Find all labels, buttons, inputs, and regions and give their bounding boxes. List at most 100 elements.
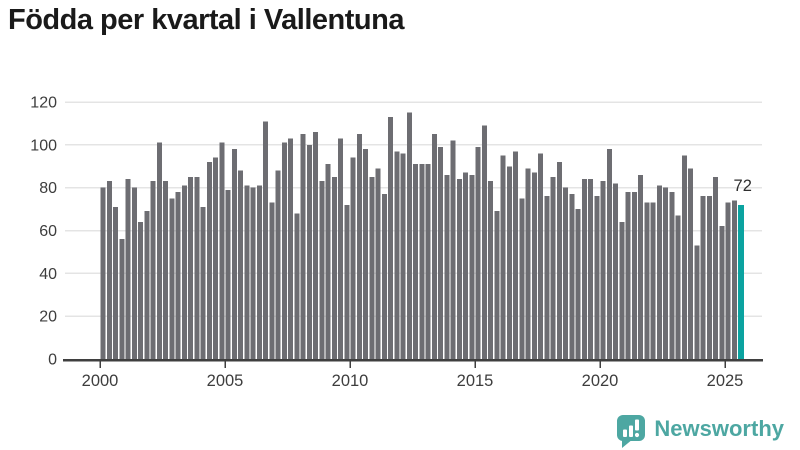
bar (206, 161, 212, 359)
bar (263, 121, 269, 359)
bar (163, 181, 169, 359)
bar (606, 149, 612, 359)
bar (700, 196, 706, 359)
bar (419, 164, 425, 359)
bar (200, 206, 206, 359)
bar (156, 142, 162, 359)
bar (113, 206, 119, 359)
bar (369, 176, 375, 359)
bar (356, 134, 362, 360)
bar (556, 161, 562, 359)
bar (500, 155, 506, 359)
bar (719, 226, 725, 359)
bar (694, 245, 700, 359)
bar (388, 116, 394, 360)
bar (531, 172, 537, 359)
y-tick-label: 0 (48, 352, 57, 369)
newsworthy-bubble-icon (617, 415, 646, 448)
bar (656, 185, 662, 359)
bar (456, 179, 462, 359)
y-tick-label: 100 (30, 137, 57, 154)
x-tick-label: 2000 (82, 372, 119, 390)
bar (581, 179, 587, 359)
y-tick-label: 20 (39, 309, 57, 326)
bar (650, 202, 656, 359)
bar (306, 144, 312, 359)
bar (175, 191, 181, 359)
bar (550, 176, 556, 359)
bar (194, 176, 200, 359)
x-axis: 2000 2005 2010 2015 2020 2025 (63, 358, 763, 390)
highlight-value-label: 72 (734, 177, 752, 195)
bar (469, 174, 475, 359)
bar (569, 194, 575, 359)
bar (213, 157, 219, 359)
bar (513, 151, 519, 359)
bar (138, 221, 144, 359)
bar (250, 187, 256, 359)
bar (450, 140, 456, 359)
bar-highlight (738, 204, 744, 359)
bar (406, 112, 412, 360)
bar (256, 185, 262, 359)
bar (663, 187, 669, 359)
bar (488, 181, 494, 359)
bar (188, 176, 194, 359)
bar (494, 211, 500, 359)
bar (538, 153, 544, 359)
bar (413, 164, 419, 359)
bar (244, 185, 250, 359)
bar (475, 146, 481, 359)
bar (269, 202, 275, 359)
bar (238, 170, 244, 359)
bar (144, 211, 150, 359)
bar (644, 202, 650, 359)
y-tick-label: 80 (39, 180, 57, 197)
bar (313, 131, 319, 359)
bar (625, 191, 631, 359)
bar (725, 202, 731, 359)
x-tick-label: 2015 (457, 372, 494, 390)
bar (375, 168, 381, 359)
bar (131, 187, 137, 359)
bar (619, 221, 625, 359)
bar (425, 164, 431, 359)
bar (519, 198, 525, 360)
bar (444, 174, 450, 359)
bar (588, 179, 594, 359)
bar (400, 153, 406, 359)
bar (169, 198, 175, 360)
bar (350, 157, 356, 359)
bar (281, 142, 287, 359)
bar (344, 204, 350, 359)
bar (613, 183, 619, 359)
bar (225, 189, 231, 359)
bar (688, 168, 694, 359)
bar (331, 176, 337, 359)
bar (119, 239, 125, 359)
x-tick-label: 2025 (707, 372, 744, 390)
bar (381, 194, 387, 359)
bar (713, 176, 719, 359)
newsworthy-brand-text: Newsworthy (654, 416, 784, 441)
x-tick-label: 2020 (582, 372, 619, 390)
bar (525, 168, 531, 359)
bar (600, 181, 606, 359)
bar (506, 166, 512, 359)
bars (100, 112, 744, 360)
y-tick-label: 40 (39, 266, 57, 283)
bar (275, 170, 281, 359)
bar (363, 149, 369, 359)
bar (231, 149, 237, 359)
x-tick-label: 2010 (332, 372, 369, 390)
chart-title: Födda per kvartal i Vallentuna (8, 4, 404, 36)
bar (681, 155, 687, 359)
bar (438, 146, 444, 359)
bar (100, 187, 106, 359)
bar (150, 181, 156, 359)
bar (638, 174, 644, 359)
bar (594, 196, 600, 359)
bar (731, 200, 737, 359)
y-tick-label: 60 (39, 223, 57, 240)
